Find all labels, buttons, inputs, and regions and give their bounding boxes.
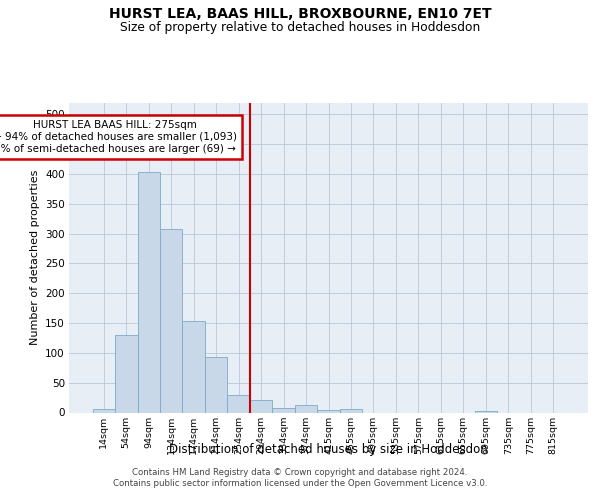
Bar bbox=[250, 400, 272, 412]
Bar bbox=[272, 408, 295, 412]
Text: Distribution of detached houses by size in Hoddesdon: Distribution of detached houses by size … bbox=[169, 442, 488, 456]
Bar bbox=[92, 409, 115, 412]
Bar bbox=[295, 406, 317, 412]
Bar bbox=[182, 322, 205, 412]
Y-axis label: Number of detached properties: Number of detached properties bbox=[29, 170, 40, 345]
Bar bbox=[205, 357, 227, 412]
Text: HURST LEA BAAS HILL: 275sqm
← 94% of detached houses are smaller (1,093)
6% of s: HURST LEA BAAS HILL: 275sqm ← 94% of det… bbox=[0, 120, 237, 154]
Text: Contains HM Land Registry data © Crown copyright and database right 2024.
Contai: Contains HM Land Registry data © Crown c… bbox=[113, 468, 487, 487]
Bar bbox=[340, 409, 362, 412]
Bar bbox=[475, 410, 497, 412]
Bar bbox=[137, 172, 160, 412]
Text: HURST LEA, BAAS HILL, BROXBOURNE, EN10 7ET: HURST LEA, BAAS HILL, BROXBOURNE, EN10 7… bbox=[109, 8, 491, 22]
Bar bbox=[160, 229, 182, 412]
Bar bbox=[115, 335, 137, 412]
Bar bbox=[227, 394, 250, 412]
Bar bbox=[317, 410, 340, 412]
Text: Size of property relative to detached houses in Hoddesdon: Size of property relative to detached ho… bbox=[120, 21, 480, 34]
